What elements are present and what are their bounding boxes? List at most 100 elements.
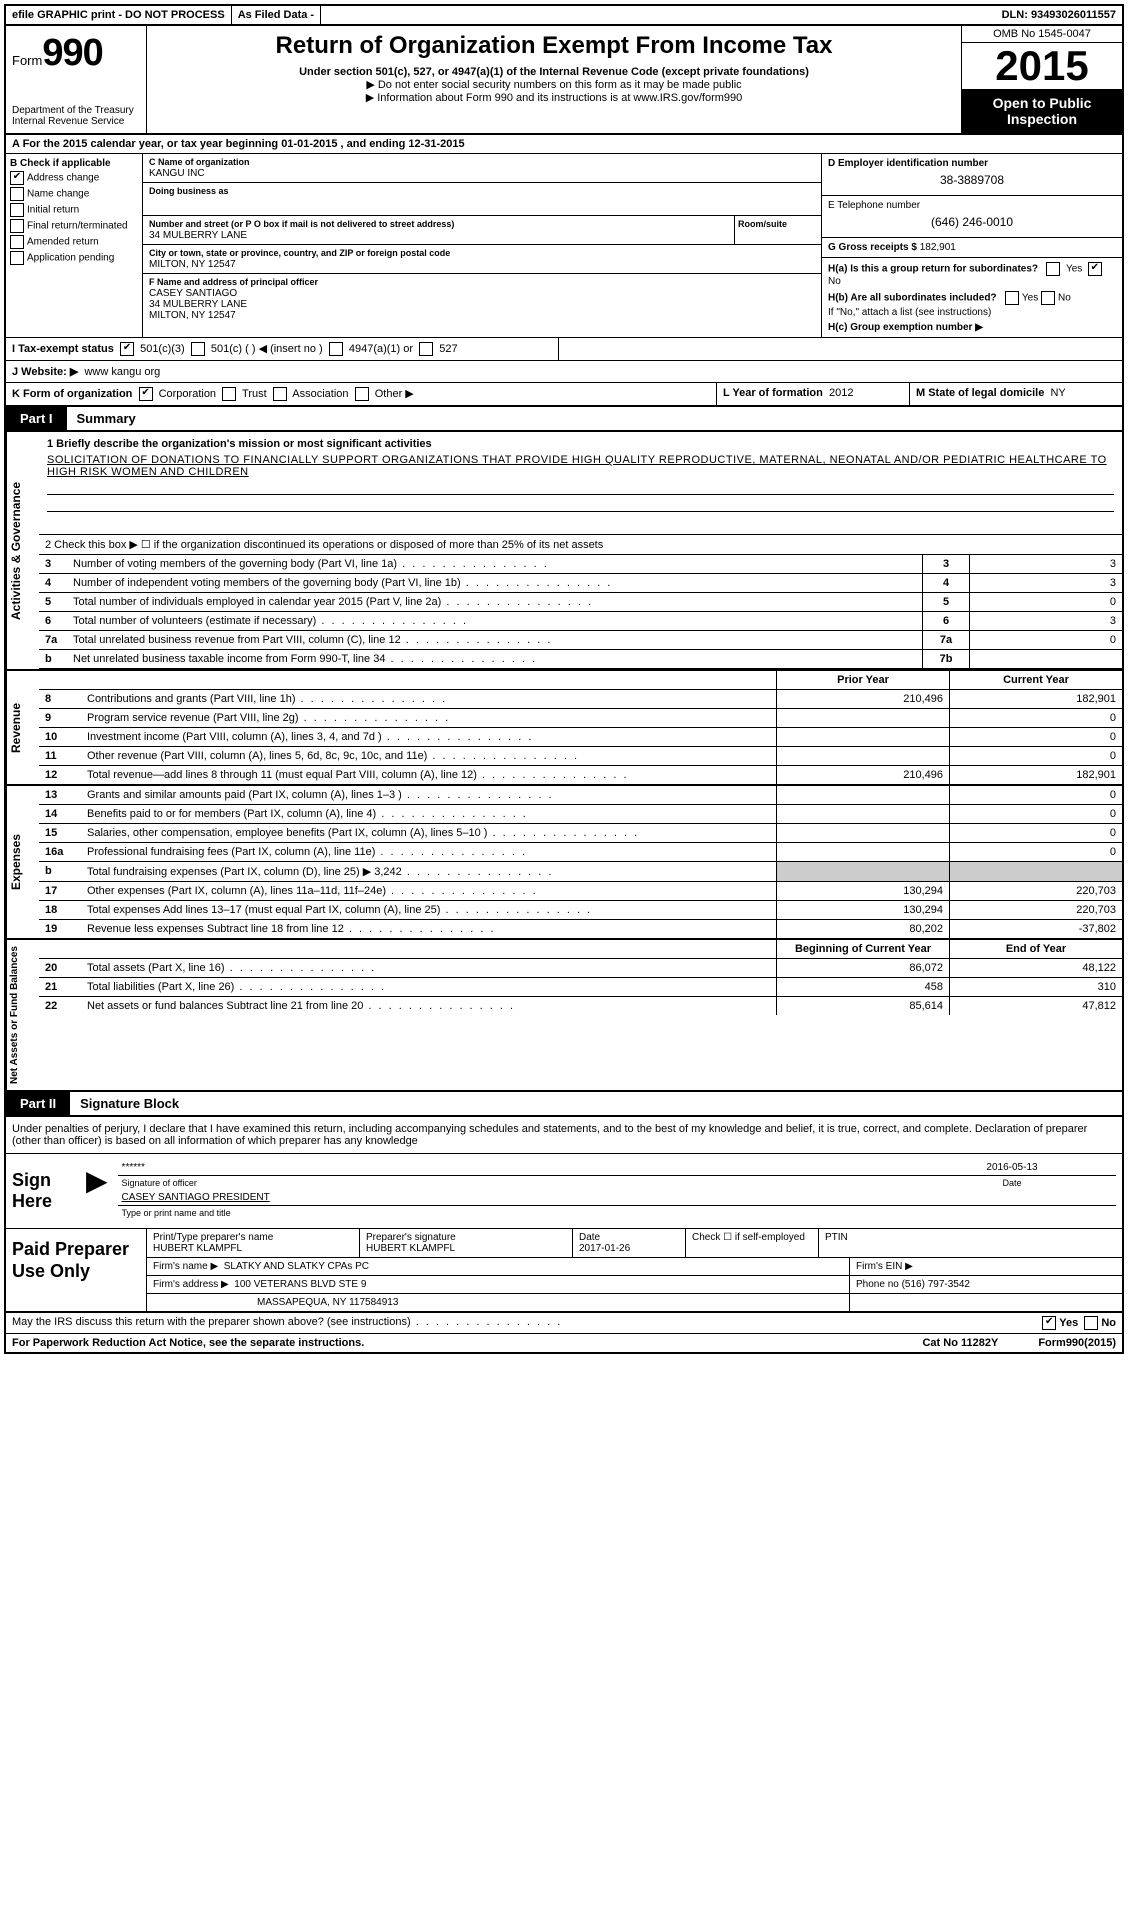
governance-label: Activities & Governance	[6, 432, 39, 669]
revenue-label: Revenue	[6, 671, 39, 784]
form-number-block: Form990 Department of the Treasury Inter…	[6, 26, 147, 133]
department: Department of the Treasury Internal Reve…	[12, 105, 140, 127]
dln-label: DLN:	[1002, 9, 1028, 21]
line-15: 15Salaries, other compensation, employee…	[39, 824, 1122, 843]
line-21: 21Total liabilities (Part X, line 26)458…	[39, 978, 1122, 997]
h-b: H(b) Are all subordinates included? Yes …	[828, 291, 1116, 305]
subtitle-1: Under section 501(c), 527, or 4947(a)(1)…	[151, 66, 957, 78]
expenses-section: Expenses 13Grants and similar amounts pa…	[6, 786, 1122, 940]
paperwork-notice: For Paperwork Reduction Act Notice, see …	[12, 1337, 364, 1349]
j-label: J Website: ▶	[12, 366, 78, 378]
line-22: 22Net assets or fund balances Subtract l…	[39, 997, 1122, 1015]
ein-label: D Employer identification number	[828, 158, 988, 169]
part2-title: Signature Block	[70, 1092, 189, 1115]
chk-app-pending[interactable]: Application pending	[10, 251, 138, 265]
line-8: 8Contributions and grants (Part VIII, li…	[39, 690, 1122, 709]
line-16a: 16aProfessional fundraising fees (Part I…	[39, 843, 1122, 862]
revenue-header: Prior Year Current Year	[39, 671, 1122, 690]
col-b: B Check if applicable ✔Address change Na…	[6, 154, 143, 337]
dln: DLN: 93493026011557	[996, 6, 1122, 24]
preparer-label: Paid Preparer Use Only	[6, 1229, 147, 1311]
sig-caption: Signature of officer	[122, 1178, 912, 1188]
gov-line-5: 5Total number of individuals employed in…	[39, 593, 1122, 612]
gov-line-3: 3Number of voting members of the governi…	[39, 555, 1122, 574]
title-block: Return of Organization Exempt From Incom…	[147, 26, 961, 133]
officer-name-title: CASEY SANTIAGO PRESIDENT	[122, 1192, 1112, 1203]
chk-final-return[interactable]: Final return/terminated	[10, 219, 138, 233]
governance-section: Activities & Governance 1 Briefly descri…	[6, 432, 1122, 671]
m-label: M State of legal domicile	[916, 387, 1044, 399]
netassets-header: Beginning of Current Year End of Year	[39, 940, 1122, 959]
efile-notice: efile GRAPHIC print - DO NOT PROCESS	[6, 6, 232, 24]
discuss-row: May the IRS discuss this return with the…	[6, 1313, 1122, 1334]
sign-here: Sign Here ▶ ****** 2016-05-13 Signature …	[6, 1154, 1122, 1229]
officer-city: MILTON, NY 12547	[149, 310, 236, 321]
officer-street: 34 MULBERRY LANE	[149, 299, 247, 310]
line-14: 14Benefits paid to or for members (Part …	[39, 805, 1122, 824]
chk-name-change[interactable]: Name change	[10, 187, 138, 201]
line-b: bTotal fundraising expenses (Part IX, co…	[39, 862, 1122, 882]
netassets-label: Net Assets or Fund Balances	[6, 940, 39, 1090]
sig-date: 2016-05-13	[912, 1162, 1112, 1173]
name-caption: Type or print name and title	[122, 1208, 1112, 1218]
signature: ******	[122, 1162, 912, 1173]
topbar: efile GRAPHIC print - DO NOT PROCESS As …	[6, 6, 1122, 26]
col-d: D Employer identification number 38-3889…	[822, 154, 1122, 337]
room-label: Room/suite	[738, 219, 787, 229]
line-19: 19Revenue less expenses Subtract line 18…	[39, 920, 1122, 938]
subtitle-3: ▶ Information about Form 990 and its ins…	[151, 91, 957, 104]
city: MILTON, NY 12547	[149, 259, 236, 270]
sig-date-caption: Date	[912, 1178, 1112, 1188]
phone-label: E Telephone number	[828, 200, 920, 211]
paid-preparer: Paid Preparer Use Only Print/Type prepar…	[6, 1229, 1122, 1313]
asfiled: As Filed Data -	[232, 6, 321, 24]
netassets-section: Net Assets or Fund Balances Beginning of…	[6, 940, 1122, 1092]
form-number: 990	[42, 32, 102, 74]
line-12: 12Total revenue—add lines 8 through 11 (…	[39, 766, 1122, 784]
dln-value: 93493026011557	[1031, 9, 1116, 21]
section-b-c-d: B Check if applicable ✔Address change Na…	[6, 154, 1122, 338]
h-note: If "No," attach a list (see instructions…	[828, 307, 1116, 318]
l-label: L Year of formation	[723, 387, 823, 399]
line-20: 20Total assets (Part X, line 16)86,07248…	[39, 959, 1122, 978]
gross-label: G Gross receipts $	[828, 242, 917, 253]
sign-arrow-icon: ▶	[82, 1154, 112, 1228]
mission-block: 1 Briefly describe the organization's mi…	[39, 432, 1122, 535]
row-i: I Tax-exempt status ✔ 501(c)(3) 501(c) (…	[6, 338, 1122, 361]
cat-no: Cat No 11282Y	[922, 1337, 998, 1349]
form-title: Return of Organization Exempt From Incom…	[151, 32, 957, 60]
gov-line-7a: 7aTotal unrelated business revenue from …	[39, 631, 1122, 650]
officer-label: F Name and address of principal officer	[149, 277, 318, 287]
omb: OMB No 1545-0047	[962, 26, 1122, 43]
org-name: KANGU INC	[149, 168, 205, 179]
line-9: 9Program service revenue (Part VIII, lin…	[39, 709, 1122, 728]
chk-address-change[interactable]: ✔Address change	[10, 171, 138, 185]
gov-line-4: 4Number of independent voting members of…	[39, 574, 1122, 593]
street-label: Number and street (or P O box if mail is…	[149, 219, 454, 229]
state-domicile: NY	[1050, 387, 1065, 399]
h-a: H(a) Is this a group return for subordin…	[828, 262, 1116, 287]
officer-name: CASEY SANTIAGO	[149, 288, 237, 299]
line-13: 13Grants and similar amounts paid (Part …	[39, 786, 1122, 805]
chk-amended[interactable]: Amended return	[10, 235, 138, 249]
part2-tag: Part II	[6, 1092, 70, 1115]
gov-line-6: 6Total number of volunteers (estimate if…	[39, 612, 1122, 631]
k-label: K Form of organization	[12, 388, 132, 400]
h-c: H(c) Group exemption number ▶	[828, 322, 1116, 333]
i-label: I Tax-exempt status	[12, 343, 114, 355]
gross-receipts: 182,901	[920, 242, 956, 253]
mission-label: 1 Briefly describe the organization's mi…	[47, 438, 432, 450]
form-990-page: efile GRAPHIC print - DO NOT PROCESS As …	[4, 4, 1124, 1354]
paperwork-row: For Paperwork Reduction Act Notice, see …	[6, 1334, 1122, 1352]
line-10: 10Investment income (Part VIII, column (…	[39, 728, 1122, 747]
part2-header: Part II Signature Block	[6, 1092, 1122, 1117]
revenue-section: Revenue Prior Year Current Year 8Contrib…	[6, 671, 1122, 786]
declaration: Under penalties of perjury, I declare th…	[6, 1117, 1122, 1154]
header: Form990 Department of the Treasury Inter…	[6, 26, 1122, 135]
line-18: 18Total expenses Add lines 13–17 (must e…	[39, 901, 1122, 920]
chk-initial-return[interactable]: Initial return	[10, 203, 138, 217]
tax-year: 2015	[962, 43, 1122, 89]
right-block: OMB No 1545-0047 2015 Open to Public Ins…	[961, 26, 1122, 133]
subtitle-2: ▶ Do not enter social security numbers o…	[151, 78, 957, 91]
line-17: 17Other expenses (Part IX, column (A), l…	[39, 882, 1122, 901]
